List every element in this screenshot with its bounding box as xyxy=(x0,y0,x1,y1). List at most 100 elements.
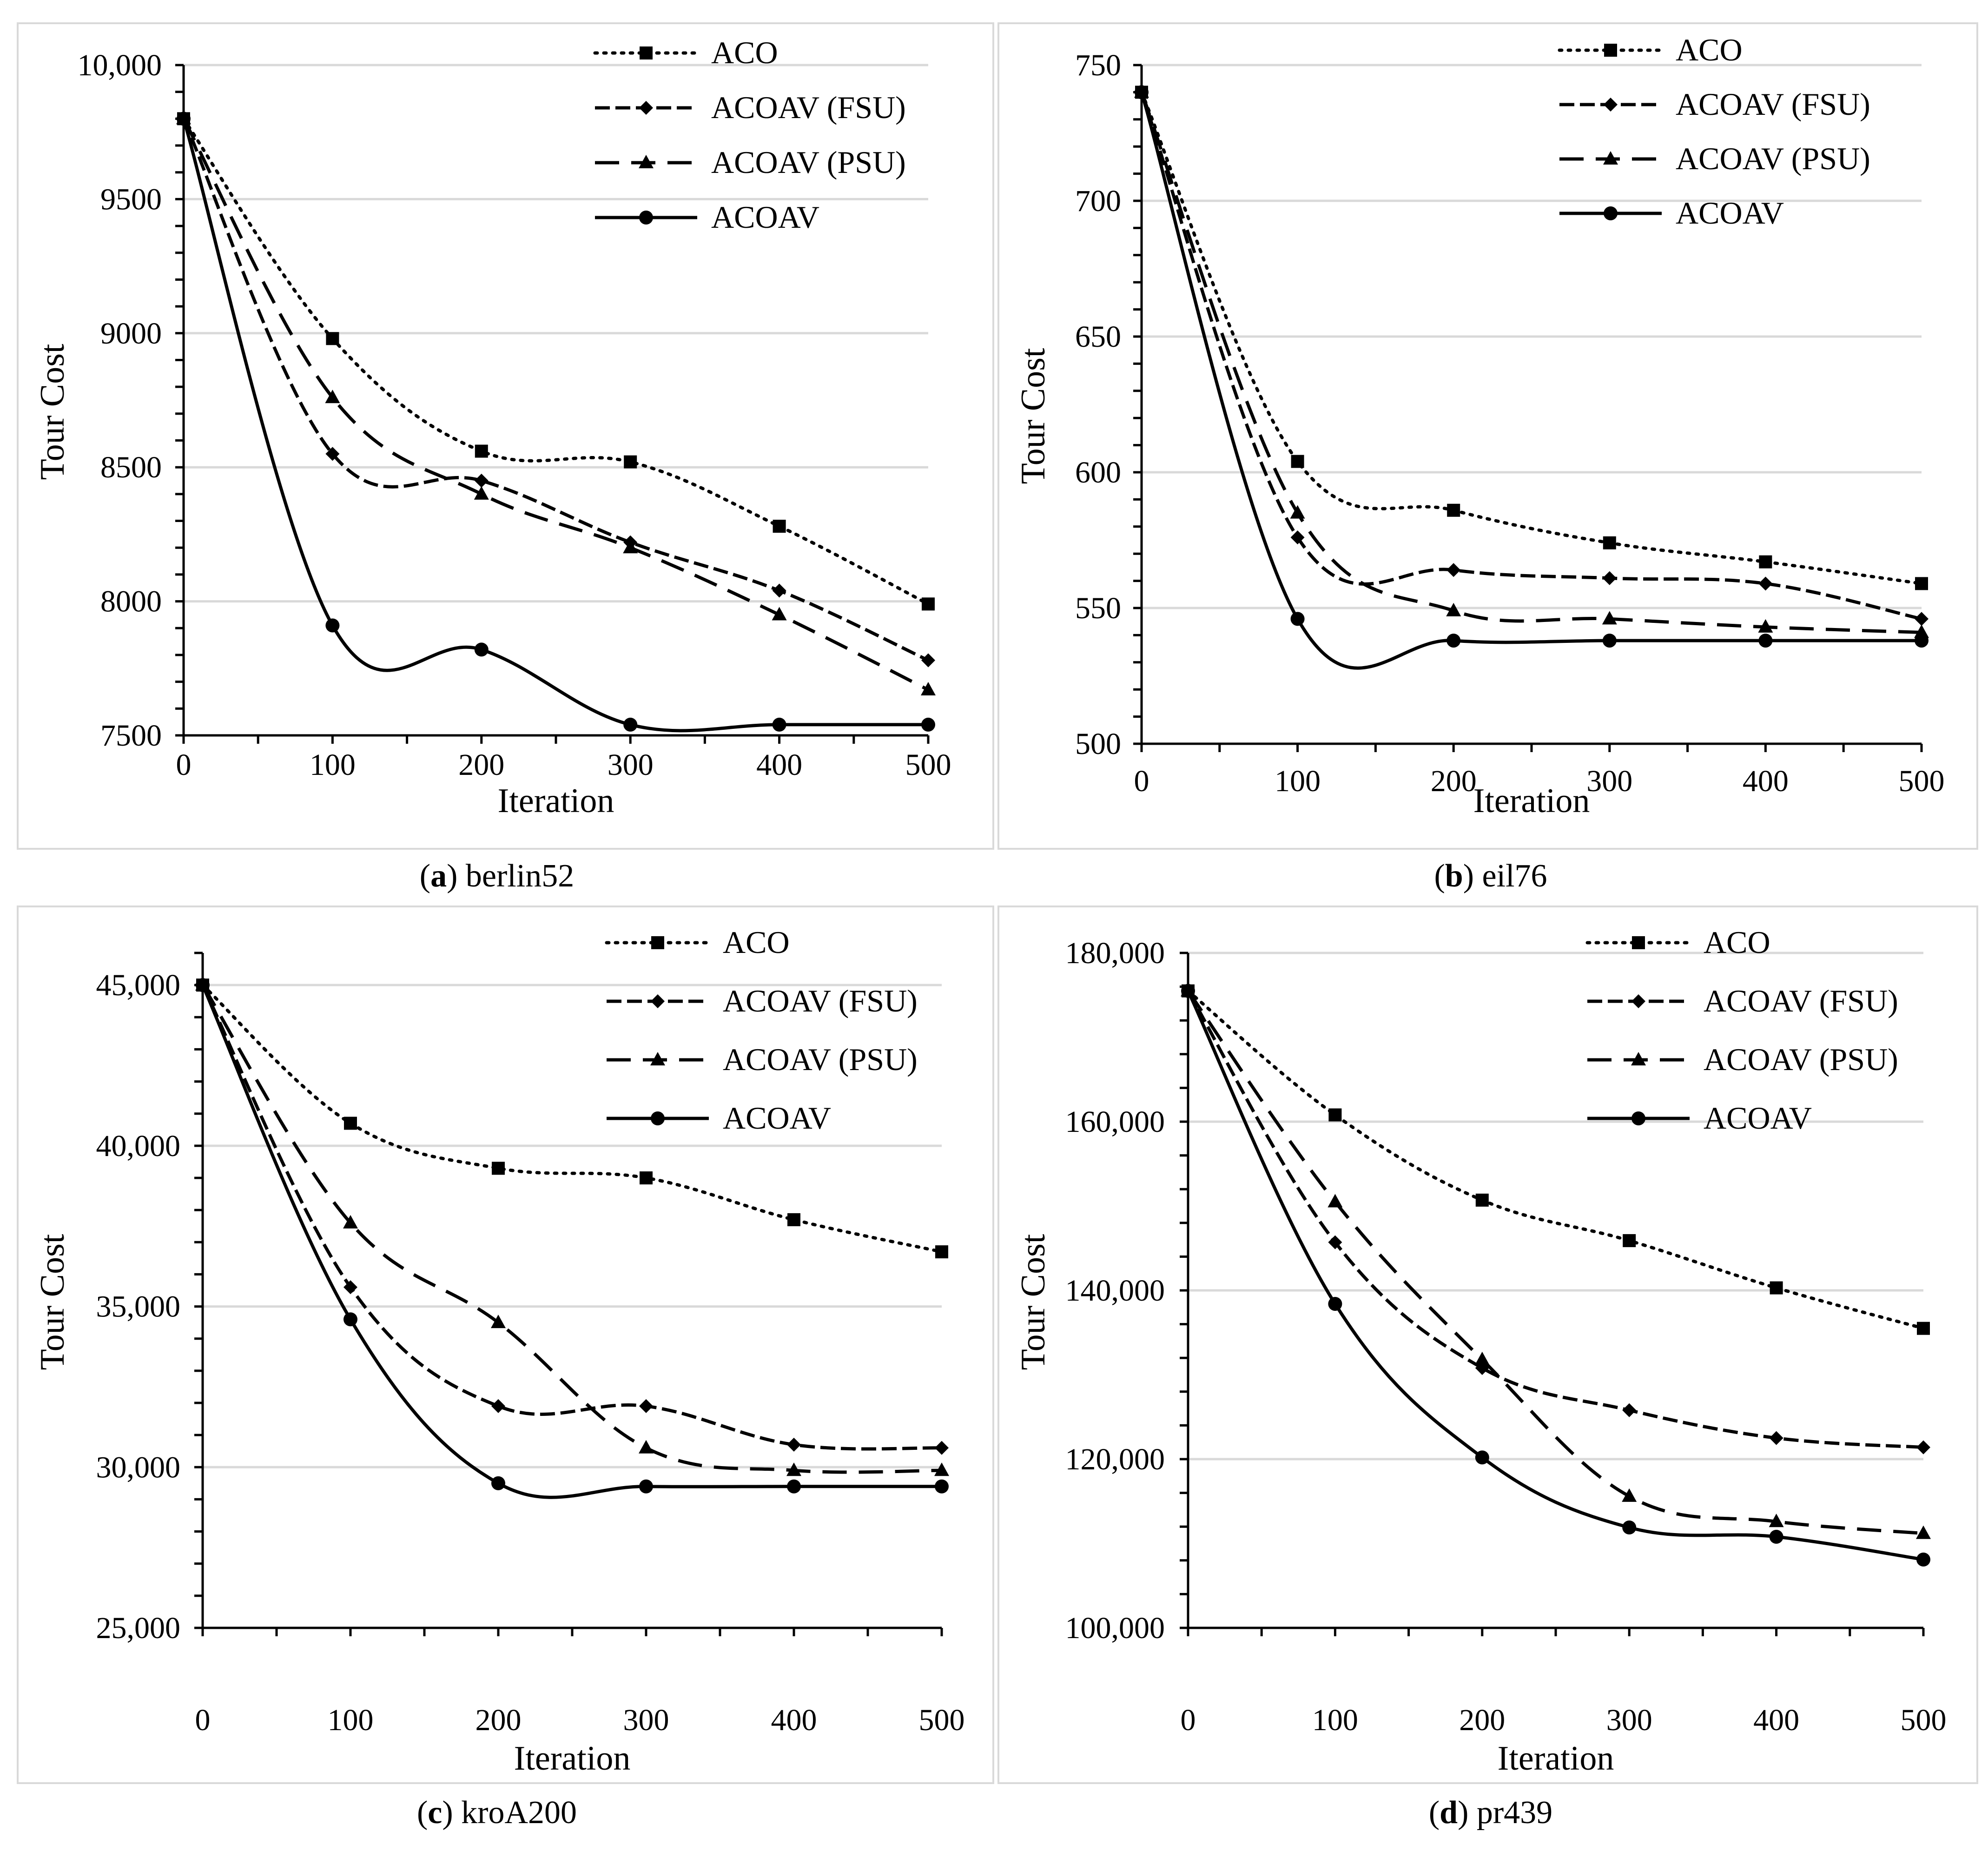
data-point-marker xyxy=(1915,612,1929,626)
legend-marker xyxy=(1631,1052,1646,1065)
data-point-marker xyxy=(1135,85,1149,99)
data-point-marker xyxy=(343,1280,357,1295)
y-axis-label: Tour Cost xyxy=(1014,348,1052,484)
data-point-marker xyxy=(1446,602,1461,616)
data-point-marker xyxy=(344,1117,357,1130)
data-point-marker xyxy=(787,1213,800,1226)
data-point-marker xyxy=(1328,1108,1342,1122)
data-point-marker xyxy=(1758,576,1773,591)
y-tick-label: 650 xyxy=(1075,320,1121,354)
legend-marker xyxy=(1604,206,1618,220)
x-axis-label: Iteration xyxy=(1473,782,1590,820)
data-point-marker xyxy=(1603,536,1616,549)
data-point-marker xyxy=(934,1462,949,1476)
x-tick-label: 0 xyxy=(176,748,192,782)
x-tick-label: 100 xyxy=(328,1703,374,1737)
legend-entry: ACO xyxy=(605,925,790,960)
legend-label: ACOAV (PSU) xyxy=(1704,1042,1898,1077)
data-point-marker xyxy=(921,653,935,668)
series-aco xyxy=(1135,86,1928,590)
data-point-marker xyxy=(1446,634,1461,648)
chart-svg-d: 100,000 120,000 140,000 160,000 180,000 0 100 2… xyxy=(1014,925,1947,1778)
data-point-marker xyxy=(772,607,787,621)
series-acoav xyxy=(196,978,949,1499)
x-tick-label: 0 xyxy=(195,1703,211,1737)
y-tick-label: 140,000 xyxy=(1065,1274,1165,1308)
legend-label: ACO xyxy=(723,925,790,960)
data-point-marker xyxy=(772,583,786,598)
data-point-marker xyxy=(922,597,935,611)
data-point-marker xyxy=(325,447,340,461)
legend-entry: ACOAV xyxy=(1559,195,1784,231)
data-point-marker xyxy=(1759,555,1772,569)
data-point-marker xyxy=(475,444,488,458)
x-tick-label: 500 xyxy=(1899,764,1945,798)
x-tick-label: 300 xyxy=(1606,1703,1652,1737)
series-acoav-psu xyxy=(195,977,949,1476)
legend-label: ACOAV (PSU) xyxy=(1676,141,1870,176)
x-tick-label: 400 xyxy=(771,1703,817,1737)
legend-label: ACOAV (FSU) xyxy=(1704,983,1898,1018)
data-point-marker xyxy=(1474,1351,1490,1365)
legend-label: ACOAV (FSU) xyxy=(723,983,918,1018)
series-acoav xyxy=(1135,85,1929,670)
legend-label: ACOAV xyxy=(711,199,819,235)
legend-entry: ACO xyxy=(1585,925,1770,960)
legend-entry: ACOAV (FSU) xyxy=(595,90,906,125)
data-point-marker xyxy=(343,1312,357,1327)
data-point-marker xyxy=(935,1479,949,1494)
legend-label: ACO xyxy=(711,35,778,70)
data-point-marker xyxy=(921,717,935,732)
x-tick-label: 300 xyxy=(608,748,654,782)
y-tick-label: 100,000 xyxy=(1065,1611,1165,1645)
legend-entry: ACOAV (PSU) xyxy=(1587,1042,1898,1077)
data-point-marker xyxy=(639,1440,654,1454)
y-tick-label: 500 xyxy=(1075,727,1121,761)
y-tick-label: 35,000 xyxy=(96,1290,181,1324)
chart-svg-a: 7500 8000 8500 9000 9500 10,000 0 100 200 300 400 5… xyxy=(33,35,951,820)
series-line xyxy=(182,117,930,606)
data-point-marker xyxy=(1917,1322,1930,1335)
legend-label: ACOAV xyxy=(1676,195,1784,231)
y-tick-label: 7500 xyxy=(100,719,162,753)
legend-label: ACOAV xyxy=(1704,1100,1812,1136)
chart-panel-d: 100,000 120,000 140,000 160,000 180,000 0 100 2… xyxy=(997,906,1978,1784)
y-tick-label: 45,000 xyxy=(96,968,181,1002)
series-line xyxy=(1140,92,1922,670)
data-point-marker xyxy=(1475,1450,1489,1465)
data-point-marker xyxy=(1915,634,1929,648)
legend-entry: ACOAV (PSU) xyxy=(595,145,906,180)
data-point-marker xyxy=(1916,1552,1930,1567)
series-acoav-fsu xyxy=(1181,984,1930,1454)
legend-label: ACOAV (PSU) xyxy=(711,145,906,180)
legend-entry: ACOAV xyxy=(595,199,819,235)
data-point-marker xyxy=(1770,1281,1783,1295)
legend-marker xyxy=(640,46,653,59)
y-axis-label: Tour Cost xyxy=(33,344,72,480)
data-point-marker xyxy=(623,540,638,554)
data-point-marker xyxy=(1602,611,1617,625)
legend-marker xyxy=(639,101,653,115)
data-point-marker xyxy=(1447,503,1460,517)
data-point-marker xyxy=(1290,505,1305,519)
y-tick-label: 600 xyxy=(1075,456,1121,489)
legend-marker xyxy=(639,155,654,168)
data-point-marker xyxy=(1290,530,1305,545)
data-point-marker xyxy=(1602,634,1617,648)
y-axis-label: Tour Cost xyxy=(1014,1234,1052,1370)
y-tick-label: 9000 xyxy=(100,317,162,350)
legend-entry: ACOAV xyxy=(607,1100,831,1136)
y-tick-label: 25,000 xyxy=(96,1611,181,1645)
x-tick-label: 500 xyxy=(905,748,951,782)
y-tick-label: 750 xyxy=(1075,48,1121,82)
data-point-marker xyxy=(787,1437,801,1452)
data-point-marker xyxy=(1622,1520,1637,1535)
series-line xyxy=(201,983,944,1254)
data-point-marker xyxy=(640,1171,653,1184)
x-tick-label: 400 xyxy=(1743,764,1789,798)
legend-label: ACO xyxy=(1676,32,1743,67)
legend-marker xyxy=(651,1111,665,1125)
data-point-marker xyxy=(1290,612,1305,626)
x-axis-label: Iteration xyxy=(514,1739,631,1778)
x-tick-label: 0 xyxy=(1181,1703,1196,1737)
